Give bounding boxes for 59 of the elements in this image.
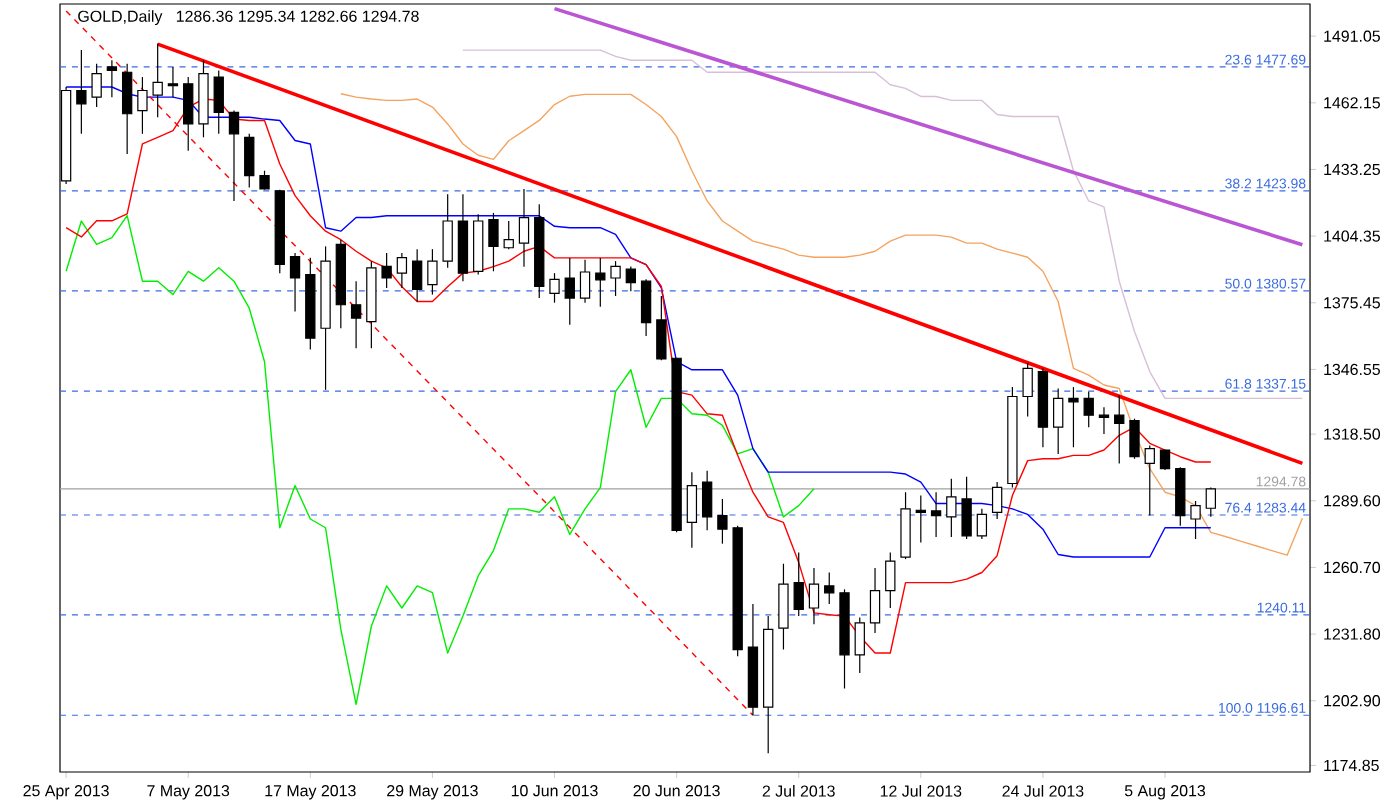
candlestick (808, 567, 820, 625)
line-series (65, 215, 815, 706)
candlestick (610, 260, 621, 297)
candlestick (595, 257, 606, 308)
candlestick (549, 272, 560, 304)
candlestick (167, 66, 179, 98)
candlestick (1022, 362, 1033, 418)
candlestick (121, 63, 133, 155)
candlestick (76, 49, 87, 135)
candlestick (1144, 444, 1155, 517)
candlestick (961, 476, 972, 540)
candlestick (244, 133, 255, 189)
candlestick (701, 470, 713, 531)
candlestick (824, 571, 835, 605)
candlestick (1159, 449, 1171, 471)
candlestick (1098, 406, 1110, 435)
candlestick (854, 616, 865, 674)
candlestick (564, 257, 575, 326)
candlestick (885, 551, 896, 609)
candlestick (503, 220, 514, 250)
candlestick (1190, 500, 1201, 540)
candlestick (1205, 486, 1216, 518)
candlestick (427, 248, 438, 296)
candlestick (137, 76, 148, 135)
candlestick (991, 481, 1003, 520)
candlestick (213, 69, 224, 135)
candlestick (152, 42, 163, 118)
candlestick (91, 63, 102, 108)
candlestick (686, 471, 698, 549)
candlestick (656, 295, 667, 361)
candlestick (228, 109, 240, 202)
candlestick (1129, 418, 1140, 460)
candlestick (946, 478, 957, 538)
candlestick (442, 193, 453, 269)
candlestick (289, 252, 301, 313)
candlestick (381, 252, 392, 289)
candlestick (396, 252, 408, 289)
candlestick (518, 188, 530, 268)
candlestick (976, 508, 988, 540)
candlestick (930, 491, 942, 538)
candlestick (259, 170, 270, 191)
candlestick (411, 248, 423, 303)
candlestick (1053, 387, 1064, 455)
candlestick (350, 280, 362, 349)
candlestick (1175, 466, 1186, 527)
candlestick (915, 494, 926, 544)
candlestick (793, 551, 804, 617)
candlestick (1114, 394, 1125, 465)
candlestick (1068, 386, 1079, 448)
candlestick (1083, 391, 1094, 428)
candlestick (488, 212, 499, 272)
candlestick (640, 278, 652, 337)
candlestick (183, 76, 194, 152)
candlestick (717, 498, 728, 545)
candlestick (869, 567, 881, 634)
candlestick (106, 59, 118, 98)
candlestick (778, 563, 789, 651)
candlestick (625, 265, 637, 292)
candlestick (579, 259, 591, 304)
